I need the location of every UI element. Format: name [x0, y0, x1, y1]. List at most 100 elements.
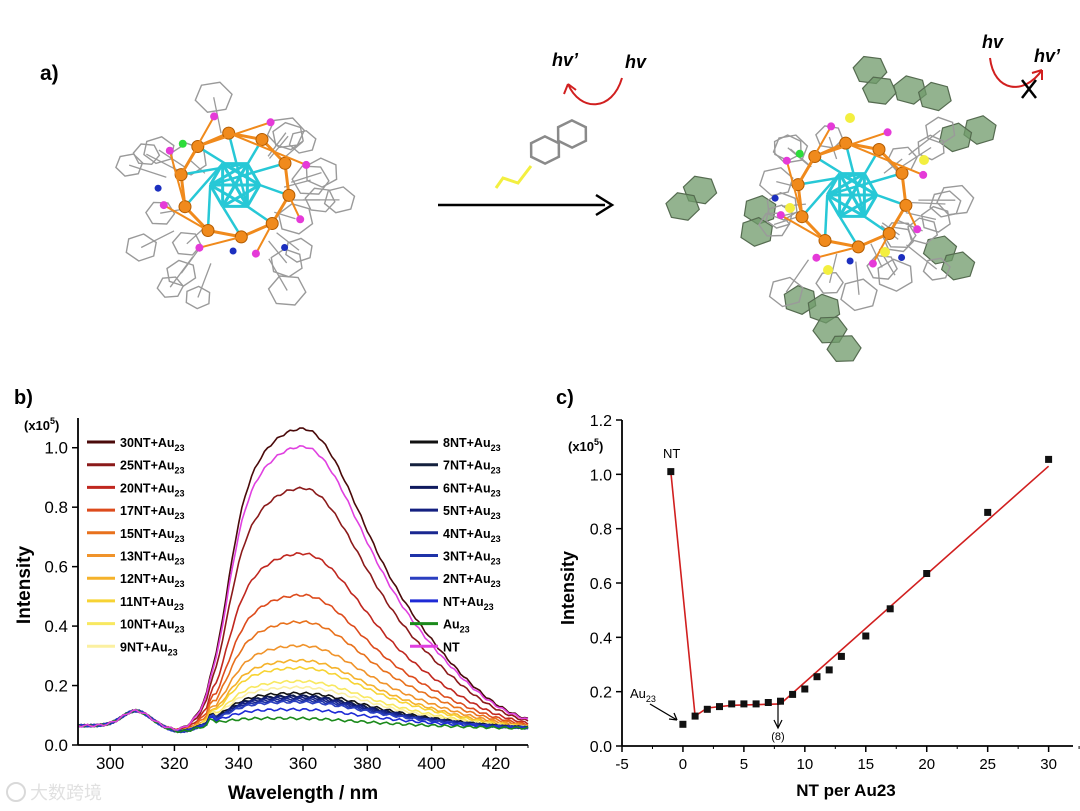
phenyl-ring	[266, 117, 306, 149]
legend-label-sub: 23	[491, 557, 501, 567]
legend-label-2nt-au23: 2NT+Au23	[443, 572, 501, 589]
nt-au23-cluster-right	[665, 55, 997, 363]
hv-emission-label-left: hv’	[552, 50, 579, 70]
data-point	[752, 700, 760, 708]
phenyl-ring	[766, 191, 798, 221]
legend-label-10nt-au23: 10NT+Au23	[120, 618, 185, 635]
legend-label-sub: 23	[175, 534, 185, 544]
p-atom	[195, 243, 204, 252]
legend-label-sub: 23	[175, 511, 185, 521]
au-p-bond	[287, 194, 302, 220]
au-core-bond	[221, 138, 264, 208]
n-atom	[771, 194, 779, 202]
hv-arc-right	[989, 57, 1043, 88]
data-point	[728, 700, 736, 708]
annotation-nt: NT	[663, 446, 680, 461]
ring-bond	[291, 171, 322, 183]
legend-label-sub: 23	[484, 602, 494, 612]
au-au-bond-inner	[863, 194, 879, 218]
panel-c-ytick-label: 0.8	[590, 522, 612, 539]
ring-bond	[180, 247, 201, 274]
phenyl-ring	[323, 186, 356, 214]
au-p-bond	[780, 214, 826, 242]
data-point	[801, 685, 809, 693]
n-atom	[846, 257, 854, 265]
ring-bond	[267, 132, 287, 157]
panel-c-points	[667, 455, 1053, 728]
phenyl-ring	[185, 285, 211, 310]
data-point	[886, 605, 894, 613]
ring-bond	[268, 258, 288, 291]
panel-c-xtick-label: 25	[979, 756, 996, 773]
au-p-bond	[904, 204, 919, 230]
legend-label-9nt-au23: 9NT+Au23	[120, 640, 178, 657]
phenyl-ring	[922, 257, 951, 281]
legend-label-main: 11NT+Au	[120, 595, 174, 609]
legend-label-12nt-au23: 12NT+Au23	[120, 572, 185, 589]
ring-bond	[268, 240, 288, 264]
legend-label-sub: 23	[175, 625, 185, 635]
phenyl-ring	[815, 271, 844, 294]
panel-c-multiplier: (x105)	[568, 437, 603, 454]
legend-label-main: 15NT+Au	[120, 527, 175, 541]
legend-label-sub: 23	[175, 443, 185, 453]
au-p-bond	[199, 235, 242, 249]
au-p-bond	[872, 233, 891, 265]
p-atom	[210, 112, 219, 121]
panel-b-legend: 30NT+Au2325NT+Au2320NT+Au2317NT+Au2315NT…	[87, 436, 501, 657]
p-atom	[827, 122, 836, 131]
panel-c-titration-chart: c) (x105) Intensity NT per Au23 -5 0 5 10 15…	[556, 387, 1080, 800]
p-atom	[159, 201, 168, 210]
spectrum-17nt-au23	[77, 593, 529, 732]
legend-label-sub: 23	[175, 488, 185, 498]
au-core-bond	[844, 142, 866, 217]
naphthalene-ring	[940, 251, 976, 281]
panel-b-label: b)	[14, 387, 33, 409]
hv-excitation-label-left: hv	[625, 52, 647, 72]
data-point	[777, 697, 784, 705]
panel-b-xtick-label: 420	[482, 754, 510, 773]
panel-b-ytick-label: 0.8	[44, 498, 68, 517]
panel-c-xtick-label: 20	[918, 756, 935, 773]
legend-label-main: 30NT+Au	[120, 436, 175, 450]
au-au-bond-inner	[825, 194, 841, 218]
phenyl-ring	[758, 166, 794, 197]
phenyl-rings-left	[115, 81, 356, 310]
legend-label-sub: 23	[175, 557, 185, 567]
au-core-bond	[197, 145, 261, 187]
au-p-bond	[255, 223, 274, 255]
data-point	[813, 673, 821, 681]
reaction-arrowhead	[595, 193, 615, 217]
legend-label-main: 10NT+Au	[120, 618, 175, 632]
ring-bond	[902, 146, 932, 167]
naphthalenethiol-molecule	[494, 119, 588, 189]
annotation-break-arrowhead	[773, 719, 783, 730]
au23-cluster-left	[115, 81, 356, 310]
legend-label-20nt-au23: 20NT+Au23	[120, 481, 185, 498]
phenyl-ring	[171, 231, 202, 256]
panel-b-xtick-label: 320	[160, 754, 188, 773]
ring-bond	[197, 263, 212, 298]
phenyl-ring	[877, 258, 913, 292]
phenyl-ring	[291, 165, 330, 195]
legend-label-4nt-au23: 4NT+Au23	[443, 527, 501, 544]
panel-b-xtick-label: 300	[96, 754, 124, 773]
data-point	[862, 632, 870, 640]
ring-bond	[785, 259, 810, 293]
panel-b-ytick-label: 0.4	[44, 617, 68, 636]
legend-label-main: 8NT+Au	[443, 436, 491, 450]
panel-c-xtick-label: -5	[615, 756, 628, 773]
phenyl-ring	[917, 134, 945, 161]
ring-bond	[828, 253, 838, 284]
naphthalene-ring	[826, 335, 862, 363]
data-point	[825, 666, 833, 674]
watermark-logo-icon	[6, 782, 26, 802]
au-p-bond	[228, 132, 307, 166]
legend-label-sub: 23	[491, 511, 501, 521]
phenyl-ring	[145, 201, 176, 225]
legend-label-main: 9NT+Au	[120, 640, 168, 654]
legend-label-main: 17NT+Au	[120, 504, 175, 518]
p-atom	[782, 156, 791, 165]
legend-label-11nt-au23: 11NT+Au23	[120, 595, 184, 612]
legend-label-main: 25NT+Au	[120, 459, 175, 473]
